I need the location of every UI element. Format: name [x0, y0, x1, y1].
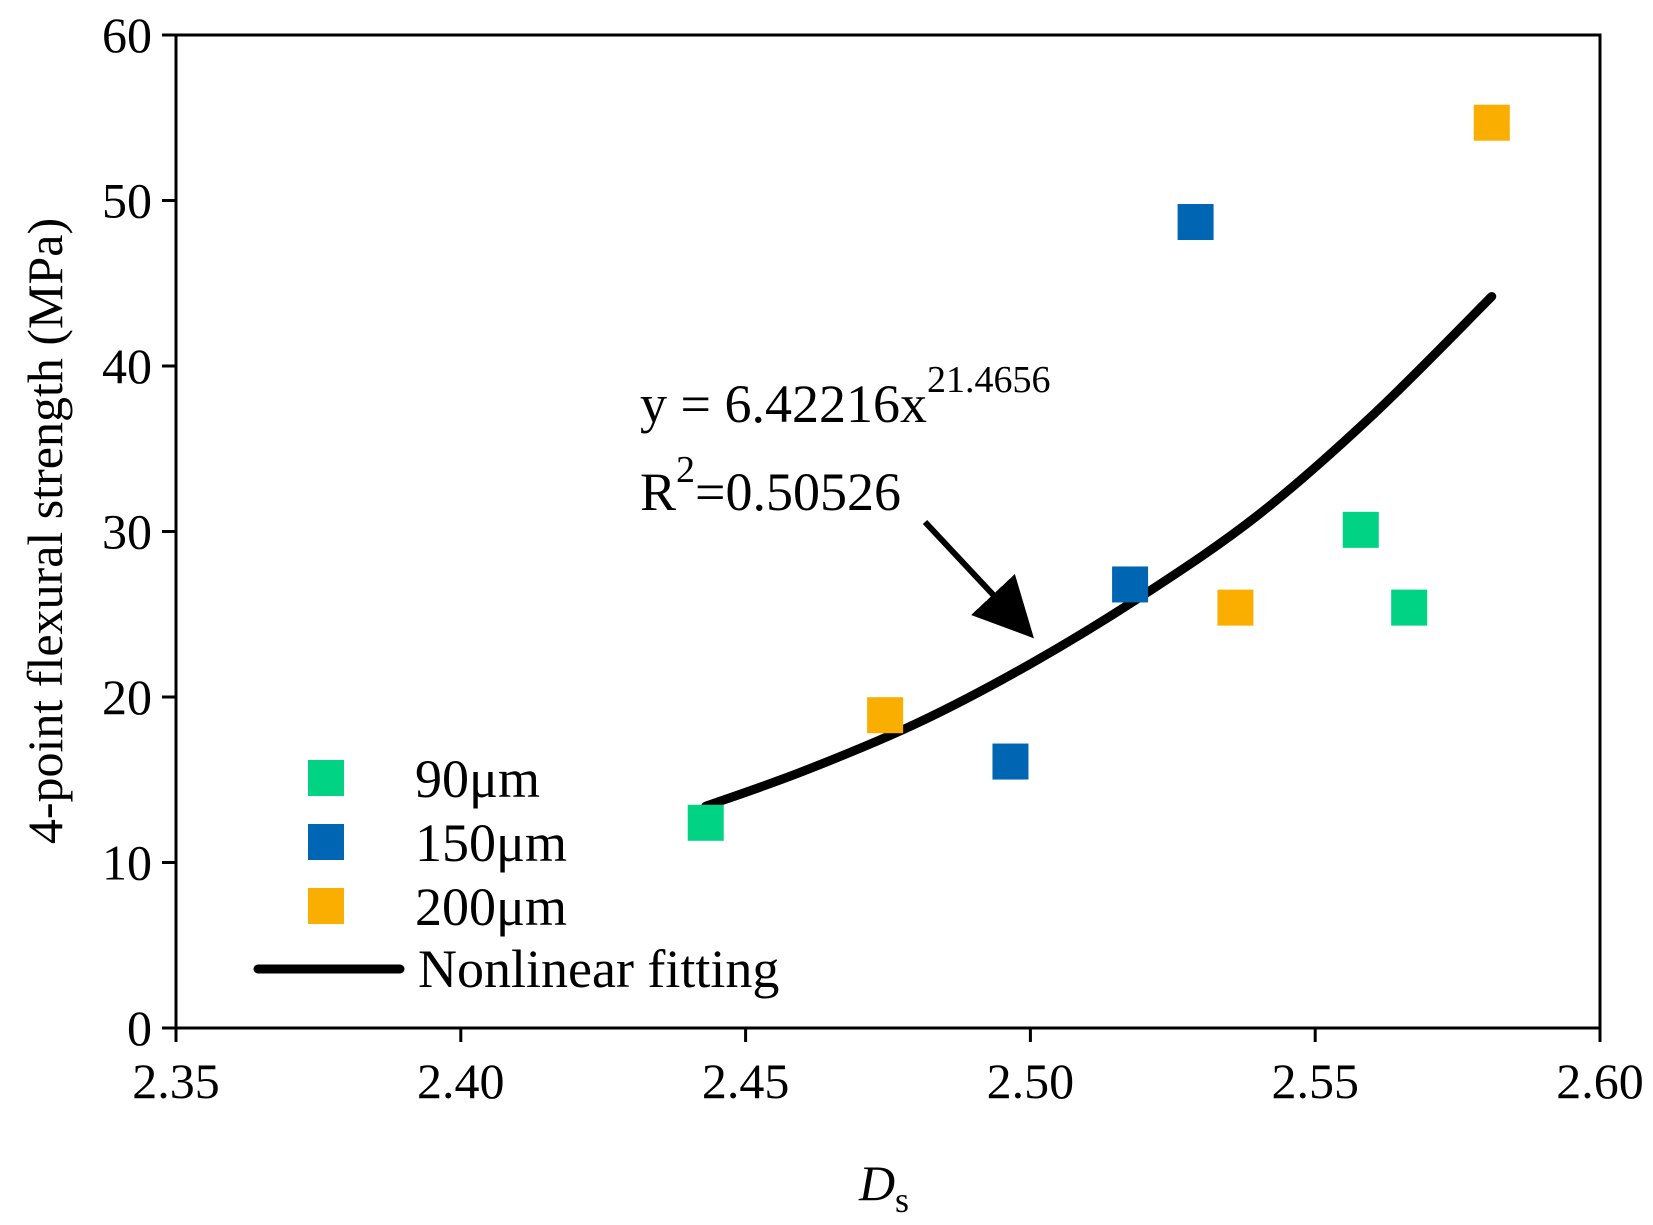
data-point-150um [1177, 204, 1214, 241]
data-point-150um [992, 743, 1029, 780]
legend-marker-150um [308, 824, 344, 860]
legend-marker-90um [308, 760, 344, 796]
data-point-200um [867, 697, 904, 734]
x-axis-ticks: 2.35 2.40 2.45 2.50 2.55 2.60 [132, 1028, 1644, 1109]
y-tick-label: 20 [102, 669, 152, 725]
data-point-200um [1217, 589, 1254, 626]
fit-r-squared-value: =0.50526 [695, 462, 901, 522]
y-tick-label: 50 [102, 173, 152, 229]
y-tick-label: 30 [102, 504, 152, 560]
x-axis-title: Ds [858, 1155, 909, 1220]
fit-r-squared: R2=0.50526 [640, 449, 901, 522]
fit-equation-exponent: 21.4656 [927, 359, 1051, 401]
fit-r-squared-r: R [640, 462, 676, 522]
y-tick-label: 40 [102, 338, 152, 394]
legend-label-90um: 90μm [415, 749, 540, 809]
x-tick-label: 2.45 [702, 1053, 790, 1109]
legend-marker-200um [308, 888, 344, 924]
y-tick-label: 0 [127, 1000, 152, 1056]
data-point-200um [1473, 104, 1510, 141]
data-point-150um [1112, 566, 1149, 603]
x-tick-label: 2.35 [132, 1053, 220, 1109]
data-point-90um [1342, 511, 1379, 548]
legend-label-fit: Nonlinear fitting [418, 939, 779, 999]
fit-r-squared-sup: 2 [676, 449, 695, 491]
annotation-arrow [922, 519, 1034, 639]
fit-equation: y = 6.42216x21.4656 [640, 359, 1050, 434]
y-tick-label: 60 [102, 7, 152, 63]
legend-label-150um: 150μm [415, 813, 567, 873]
x-tick-label: 2.60 [1556, 1053, 1644, 1109]
y-tick-label: 10 [102, 835, 152, 891]
y-axis-ticks: 0 10 20 30 40 50 60 [102, 7, 176, 1056]
data-point-90um [687, 804, 724, 841]
legend-label-200um: 200μm [415, 877, 567, 937]
x-tick-label: 2.40 [417, 1053, 505, 1109]
y-axis-title: 4-point flexural strength (MPa) [17, 218, 73, 844]
legend: 90μm 150μm 200μm Nonlinear fitting [253, 749, 779, 999]
fit-equation-text: y = 6.42216x [640, 374, 927, 434]
data-point-90um [1391, 589, 1428, 626]
fit-curve [701, 291, 1497, 811]
x-axis-title-main: D [858, 1155, 895, 1211]
x-tick-label: 2.50 [987, 1053, 1075, 1109]
x-axis-title-subscript: s [895, 1180, 909, 1220]
data-points [687, 104, 1510, 841]
x-tick-label: 2.55 [1271, 1053, 1359, 1109]
plot-area [174, 33, 1602, 1030]
